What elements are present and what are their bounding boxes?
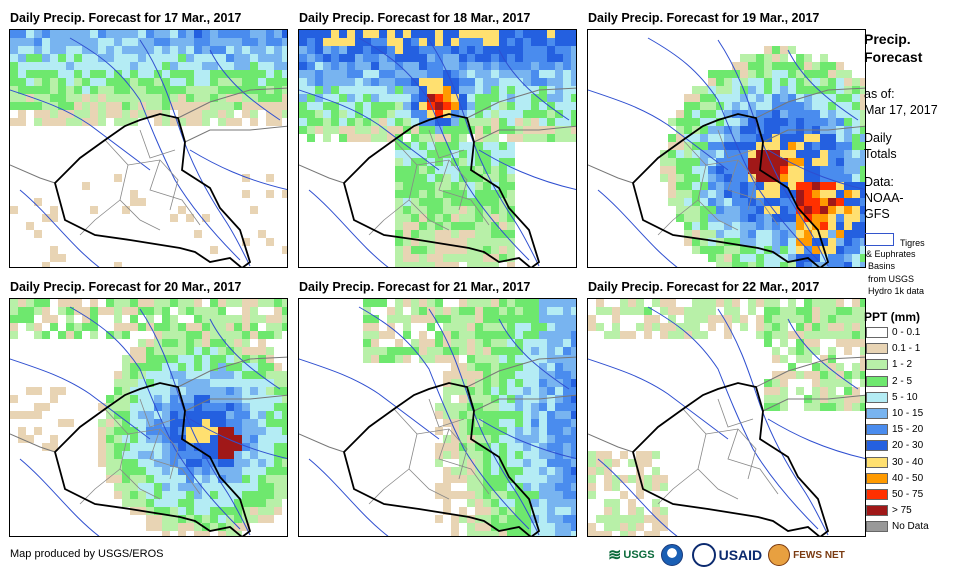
map-panel-1[interactable] <box>9 29 288 268</box>
country-border <box>53 382 252 536</box>
legend-swatch <box>866 489 888 500</box>
legend-swatch <box>866 440 888 452</box>
asof-block: as of: Mar 17, 2017 <box>864 87 938 117</box>
legend-label: > 75 <box>892 505 912 517</box>
usaid-logo: USAID <box>691 543 762 567</box>
neighbor-borders <box>588 356 865 453</box>
basin-line-1: Tigres <box>900 238 925 248</box>
legend-label: No Data <box>892 521 929 533</box>
daily-totals-label: Daily Totals <box>864 131 897 161</box>
river-basins <box>299 306 576 536</box>
legend-swatch <box>866 391 888 403</box>
usgs-wave-icon: ≋ <box>608 547 622 564</box>
basin-line-4: from USGS <box>868 274 915 284</box>
country-border <box>342 113 541 267</box>
country-border <box>53 113 252 267</box>
legend-label: 30 - 40 <box>892 456 924 468</box>
basin-line-3: Basins <box>868 261 896 271</box>
legend-label: 2 - 5 <box>892 375 913 387</box>
panel-title-6: Daily Precip. Forecast for 22 Mar., 2017 <box>588 280 820 294</box>
legend-title: PPT (mm) <box>864 310 921 324</box>
map-panel-2[interactable] <box>298 29 577 268</box>
neighbor-borders <box>588 87 865 184</box>
panel-title-4: Daily Precip. Forecast for 20 Mar., 2017 <box>10 280 242 294</box>
legend-label: 10 - 15 <box>892 408 924 419</box>
legend-swatch <box>866 359 888 371</box>
legend-swatch <box>866 424 888 436</box>
panel-title-3: Daily Precip. Forecast for 19 Mar., 2017 <box>588 11 820 25</box>
river-basins <box>299 37 576 267</box>
precip-map-6 <box>588 299 865 536</box>
legend-swatch <box>866 521 888 533</box>
legend-label: 15 - 20 <box>892 424 924 436</box>
country-border <box>631 113 830 267</box>
basin-line-2: & Euphrates <box>866 249 916 259</box>
usaid-seal-icon <box>691 543 716 567</box>
country-border <box>631 382 830 536</box>
legend-label: 20 - 30 <box>892 440 924 452</box>
legend-swatch <box>866 505 888 517</box>
precip-grid <box>588 299 865 536</box>
legend-label: 50 - 75 <box>892 489 924 500</box>
neighbor-borders <box>10 87 287 184</box>
data-source-block: Data: NOAA- GFS <box>864 175 904 221</box>
country-border <box>342 382 541 536</box>
fewsnet-logo: FEWS NET <box>768 544 845 566</box>
map-panel-4[interactable] <box>9 298 288 537</box>
basin-outline-swatch <box>864 233 894 246</box>
usgs-logo: ≋ USGS <box>608 547 655 564</box>
legend-label: 5 - 10 <box>892 391 918 403</box>
neighbor-borders <box>299 356 576 453</box>
river-basins <box>10 306 287 536</box>
legend-swatch <box>866 408 888 419</box>
map-credit: Map produced by USGS/EROS <box>10 548 164 560</box>
noaa-logo <box>660 544 686 566</box>
legend-swatch <box>866 472 888 484</box>
map-panel-6[interactable] <box>587 298 866 537</box>
basin-line-5: Hydro 1k data <box>868 286 925 296</box>
panel-title-5: Daily Precip. Forecast for 21 Mar., 2017 <box>299 280 531 294</box>
legend-label: 1 - 2 <box>892 359 913 371</box>
river-basins <box>588 37 865 267</box>
panel-title-1: Daily Precip. Forecast for 17 Mar., 2017 <box>10 11 242 25</box>
legend-swatch <box>866 343 888 355</box>
precip-grid <box>10 30 287 267</box>
precip-map-4 <box>10 299 287 536</box>
precip-grid <box>299 30 576 267</box>
precip-map-2 <box>299 30 576 267</box>
precip-map-1 <box>10 30 287 267</box>
precip-map-3 <box>588 37 865 267</box>
legend-label: 0 - 0.1 <box>892 327 921 338</box>
map-panel-5[interactable] <box>298 298 577 537</box>
legend-swatch <box>866 375 888 387</box>
river-basins <box>588 306 865 536</box>
precip-grid <box>10 299 287 536</box>
legend-label: 40 - 50 <box>892 472 924 484</box>
noaa-icon <box>660 544 683 566</box>
precip-grid <box>363 299 576 536</box>
admin-boundaries <box>368 398 490 505</box>
sidebar-title: Precip. Forecast <box>864 31 923 65</box>
legend-label: 0.1 - 1 <box>892 343 921 355</box>
fewsnet-icon <box>768 544 791 566</box>
precip-map-5 <box>299 299 576 536</box>
river-basins <box>10 37 287 267</box>
map-panel-3[interactable] <box>587 29 866 268</box>
partner-logos: ≋ USGS USAID FEWS NET <box>608 541 851 569</box>
precip-grid <box>660 46 865 267</box>
legend-swatch <box>866 456 888 468</box>
panel-title-2: Daily Precip. Forecast for 18 Mar., 2017 <box>299 11 531 25</box>
neighbor-borders <box>10 356 287 453</box>
neighbor-borders <box>299 87 576 184</box>
legend-swatch <box>866 327 888 338</box>
